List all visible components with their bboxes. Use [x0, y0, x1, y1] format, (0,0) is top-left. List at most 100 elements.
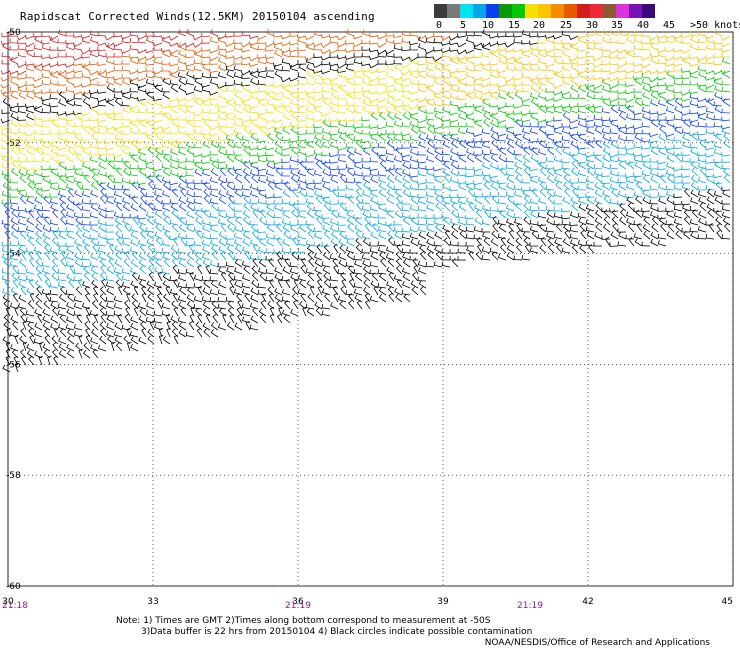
wind-barb: [169, 71, 179, 79]
wind-barb: [50, 168, 59, 177]
wind-barb: [435, 202, 443, 212]
wind-barb: [336, 35, 347, 41]
wind-barb: [217, 103, 227, 108]
wind-barb: [345, 177, 355, 184]
wind-barb: [481, 149, 491, 156]
wind-barb: [137, 108, 147, 114]
wind-barb: [665, 185, 675, 191]
wind-barb: [472, 132, 483, 137]
wind-barb: [305, 165, 315, 171]
wind-barb: [49, 226, 59, 233]
wind-barb: [3, 321, 11, 331]
wind-barb: [721, 80, 731, 86]
wind-barb: [129, 267, 139, 275]
wind-barb: [284, 181, 291, 191]
wind-barb: [443, 237, 451, 247]
wind-barb: [35, 188, 43, 198]
wind-barb: [157, 271, 163, 282]
wind-barb: [387, 258, 395, 268]
wind-barb: [308, 258, 315, 268]
wind-barb: [723, 132, 731, 142]
wind-barb: [9, 254, 19, 261]
wind-barb: [233, 120, 243, 128]
wind-barb: [697, 121, 707, 128]
wind-barb: [333, 292, 339, 303]
wind-barb: [91, 328, 99, 338]
wind-barb: [39, 341, 44, 352]
wind-barb: [49, 46, 59, 51]
wind-barb: [241, 282, 251, 289]
wind-barb: [417, 185, 427, 191]
wind-barb: [41, 172, 51, 178]
wind-barb: [106, 287, 115, 296]
wind-barb: [697, 113, 707, 121]
wind-barb: [41, 44, 51, 51]
wind-barb: [522, 133, 531, 142]
wind-barb: [82, 98, 91, 107]
wind-barb: [712, 70, 723, 75]
wind-barb: [249, 151, 259, 157]
wind-barb: [584, 104, 595, 110]
wind-barb: [650, 211, 659, 219]
wind-barb: [336, 83, 347, 89]
wind-barb: [172, 236, 179, 247]
wind-barb: [377, 241, 387, 247]
wind-barb: [376, 42, 387, 48]
wind-barb: [505, 163, 515, 170]
wind-barb: [35, 300, 43, 310]
wind-barb: [289, 164, 299, 170]
wind-barb: [145, 173, 155, 178]
wind-barb: [569, 226, 579, 233]
wind-barb: [587, 209, 595, 219]
wind-barb: [433, 214, 443, 219]
wind-barb: [466, 154, 475, 163]
wind-barb: [51, 307, 59, 317]
wind-barb: [242, 210, 251, 219]
legend-label: >50 knots: [690, 20, 740, 31]
wind-barb: [473, 180, 483, 186]
wind-barb: [265, 58, 275, 65]
wind-barb: [363, 265, 371, 275]
wind-barb: [11, 230, 19, 240]
wind-barb: [649, 199, 659, 205]
wind-barb: [10, 78, 19, 86]
wind-barb: [301, 257, 307, 268]
wind-barb: [595, 223, 603, 233]
wind-barb: [41, 54, 51, 60]
wind-barb: [628, 237, 635, 247]
wind-barb: [73, 268, 83, 275]
wind-barb: [617, 156, 627, 163]
wind-barb: [697, 190, 707, 198]
wind-barb: [193, 65, 203, 72]
wind-barb: [497, 106, 507, 114]
wind-barb: [337, 169, 347, 177]
wind-barb: [129, 331, 139, 338]
wind-barb: [497, 219, 507, 226]
wind-barb: [17, 51, 27, 58]
wind-barb: [617, 89, 627, 95]
wind-barb: [420, 251, 427, 261]
wind-barb: [531, 230, 539, 240]
wind-barb: [138, 167, 147, 177]
wind-barb: [588, 244, 595, 254]
wind-barb: [0, 153, 11, 158]
wind-barb: [473, 142, 483, 149]
wind-barb: [612, 223, 619, 233]
wind-barb: [618, 161, 627, 170]
wind-barb: [289, 64, 299, 72]
wind-barb: [553, 107, 563, 114]
wind-barb: [172, 264, 179, 275]
wind-barb: [1, 268, 11, 275]
wind-barb: [233, 142, 243, 149]
wind-barb: [281, 151, 291, 156]
wind-barb: [721, 205, 731, 212]
wind-barb: [169, 155, 179, 163]
wind-barb: [425, 178, 435, 184]
wind-barb: [416, 118, 427, 124]
wind-barb: [424, 84, 435, 89]
wind-barb: [64, 98, 75, 103]
wind-barb: [9, 45, 19, 51]
wind-barb: [409, 31, 419, 37]
wind-barb: [354, 272, 363, 282]
wind-barb: [354, 216, 363, 226]
